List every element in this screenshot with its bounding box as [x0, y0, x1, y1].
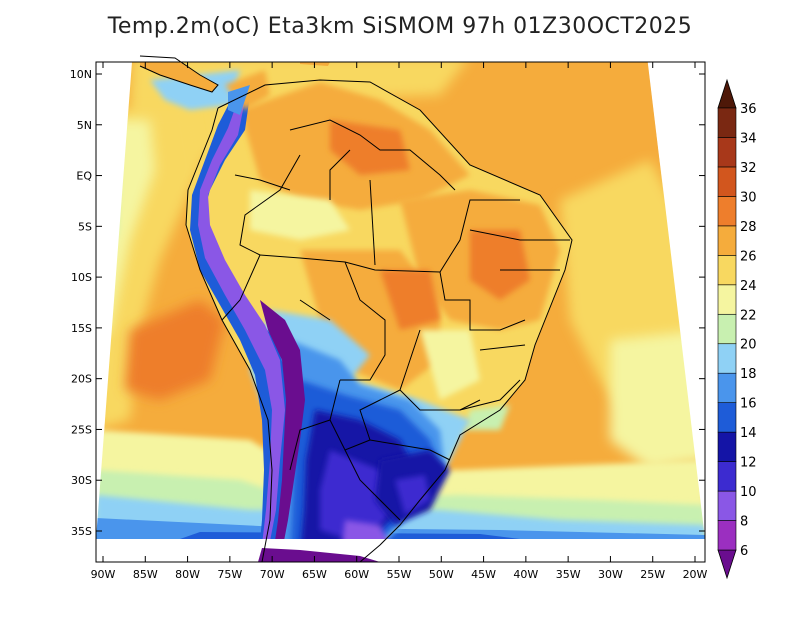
- temperature-field: [96, 62, 705, 539]
- colorbar-label: 20: [740, 338, 757, 353]
- lon-label: 60W: [344, 568, 369, 581]
- lon-label: 20W: [683, 568, 708, 581]
- colorbar-label: 10: [740, 485, 757, 500]
- lon-label: 40W: [513, 568, 538, 581]
- colorbar-swatch: [717, 284, 737, 315]
- colorbar-swatch: [717, 313, 737, 345]
- lat-label: EQ: [76, 170, 92, 183]
- lon-label: 35W: [556, 568, 581, 581]
- colorbar-swatch: [717, 490, 737, 521]
- map-frame: [95, 61, 706, 563]
- lon-label: 25W: [640, 568, 665, 581]
- lon-label: 85W: [133, 568, 158, 581]
- colorbar-swatch: [717, 431, 737, 462]
- lon-label: 50W: [429, 568, 454, 581]
- lat-label: 5N: [77, 119, 92, 132]
- lon-label: 75W: [217, 568, 242, 581]
- lat-label: 10N: [70, 68, 92, 81]
- lon-label: 30W: [598, 568, 623, 581]
- longitude-axis: 90W 85W 80W 75W 70W 65W 60W 55W 50W 45W 40W 35W 30W 2…: [91, 62, 708, 581]
- colorbar-swatch: [717, 461, 737, 492]
- lon-label: 65W: [302, 568, 327, 581]
- colorbar-swatch: [717, 196, 737, 227]
- colorbar-label: 12: [740, 456, 757, 471]
- lat-label: 5S: [78, 220, 92, 233]
- lat-label: 15S: [71, 322, 92, 335]
- lon-label: 45W: [471, 568, 496, 581]
- colorbar-label: 6: [740, 544, 748, 559]
- colorbar-swatch: [717, 372, 737, 403]
- lat-label: 25S: [71, 423, 92, 436]
- lat-label: 20S: [71, 373, 92, 386]
- colorbar-swatch: [717, 166, 737, 197]
- colorbar-swatch: [717, 402, 737, 433]
- latitude-axis: 10N 5N EQ 5S 10S 15S 20S 25S 30S 35S: [70, 68, 705, 538]
- lon-label: 70W: [260, 568, 285, 581]
- colorbar: 6 8 10 12 14 16 18 20 22 24 26 28 30 32 34 36: [717, 78, 757, 580]
- colorbar-swatch: [717, 107, 737, 138]
- colorbar-label: 34: [740, 131, 757, 146]
- lat-label: 30S: [71, 474, 92, 487]
- borders: [139, 55, 573, 563]
- colorbar-label: 28: [740, 220, 757, 235]
- map-title: Temp.2m(oC) Eta3km SiSMOM 97h 01Z30OCT20…: [107, 14, 693, 39]
- colorbar-label: 24: [740, 279, 757, 294]
- lat-label: 10S: [71, 271, 92, 284]
- lon-label: 90W: [91, 568, 116, 581]
- colorbar-swatch: [717, 137, 737, 168]
- colorbar-swatch: [717, 520, 737, 551]
- colorbar-label: 32: [740, 161, 757, 176]
- colorbar-label: 26: [740, 249, 757, 264]
- colorbar-label: 8: [740, 515, 748, 530]
- colorbar-over-triangle: [717, 78, 737, 109]
- colorbar-swatch: [717, 343, 737, 374]
- colorbar-label: 30: [740, 190, 757, 205]
- colorbar-swatch: [717, 255, 737, 286]
- lon-label: 55W: [387, 568, 412, 581]
- colorbar-label: 18: [740, 367, 757, 382]
- colorbar-under-triangle: [717, 549, 737, 580]
- colorbar-label: 22: [740, 308, 757, 323]
- lat-label: 35S: [71, 525, 92, 538]
- colorbar-label: 14: [740, 426, 757, 441]
- colorbar-swatch: [717, 225, 737, 256]
- colorbar-label: 16: [740, 397, 757, 412]
- lon-label: 80W: [175, 568, 200, 581]
- colorbar-label: 36: [740, 102, 757, 117]
